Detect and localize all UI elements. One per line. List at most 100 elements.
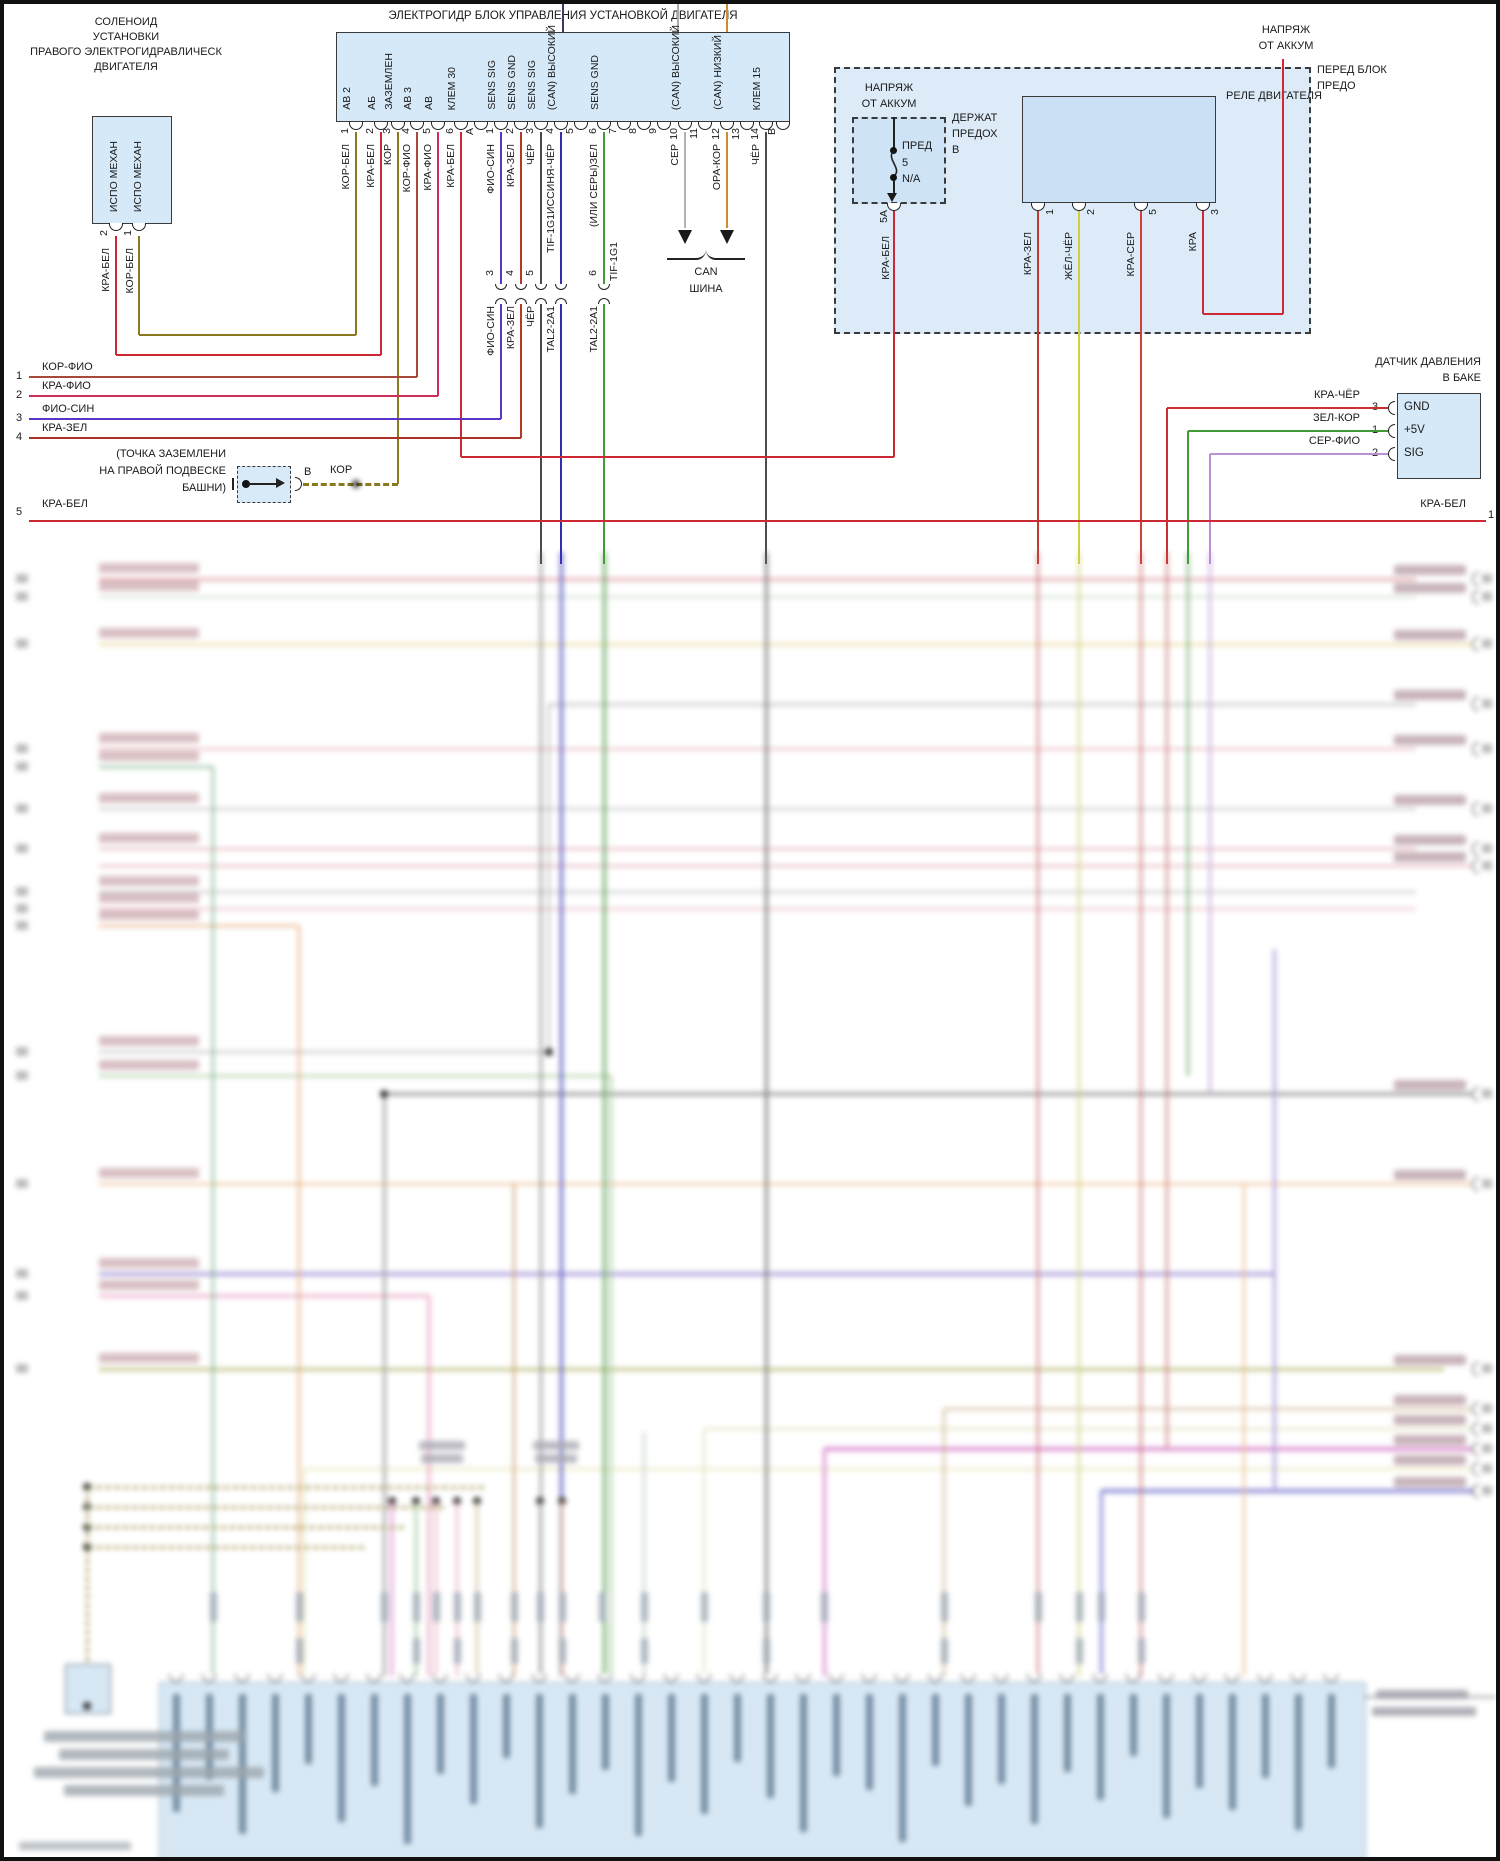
blurred-number bbox=[16, 1269, 28, 1278]
wire-vertical bbox=[459, 132, 463, 457]
sensor-pin-icon bbox=[1388, 447, 1395, 461]
wire-vertical bbox=[379, 132, 383, 355]
blurred-vertical-text bbox=[965, 1694, 972, 1806]
band-pin-icon bbox=[235, 1674, 249, 1682]
blurred-text bbox=[1394, 1415, 1466, 1425]
blurred-text bbox=[941, 1592, 948, 1622]
blurred-number bbox=[16, 1364, 28, 1373]
wire-vertical bbox=[609, 1076, 613, 1676]
can-brace-icon bbox=[706, 250, 745, 260]
battery-voltage-label: ОТ АККУМ bbox=[1258, 40, 1314, 52]
blurred-vertical-text bbox=[1130, 1694, 1137, 1756]
blurred-wire bbox=[87, 1505, 444, 1509]
wire-horizontal bbox=[99, 891, 1416, 893]
wire-label: КОР-ФИО bbox=[42, 361, 93, 373]
band-pin-icon bbox=[730, 1674, 744, 1682]
band-pin-icon bbox=[433, 1674, 447, 1682]
blurred-text bbox=[99, 1060, 199, 1070]
blurred-text bbox=[454, 1638, 461, 1664]
wire-vertical bbox=[1077, 211, 1081, 564]
blurred-pin-icon bbox=[1472, 1362, 1479, 1376]
wire-horizontal bbox=[116, 353, 381, 357]
blurred-text bbox=[99, 833, 199, 843]
blurred-number bbox=[1482, 1364, 1492, 1373]
wire-horizontal bbox=[99, 908, 1416, 910]
blurred-number bbox=[1482, 639, 1492, 648]
blurred-text bbox=[1394, 1080, 1466, 1090]
blurred-text bbox=[1394, 735, 1466, 745]
wire-vertical bbox=[436, 132, 440, 396]
wire-vertical bbox=[1165, 552, 1169, 1449]
main-kra-bel-wire bbox=[29, 519, 1486, 523]
blurred-vertical-text bbox=[404, 1694, 411, 1844]
wire-vertical bbox=[1281, 59, 1285, 314]
wire-vertical bbox=[354, 132, 358, 335]
blurred-vertical-text bbox=[767, 1694, 774, 1798]
wire-horizontal bbox=[549, 702, 1416, 706]
blurred-pin-icon bbox=[1472, 842, 1479, 856]
band-pin-icon bbox=[400, 1674, 414, 1682]
wire-horizontal bbox=[99, 595, 1416, 599]
fuse-amp: 5 bbox=[902, 157, 909, 169]
fuse-lead bbox=[893, 180, 895, 194]
band-pin-icon bbox=[565, 1674, 579, 1682]
junction-dot-icon bbox=[380, 1090, 388, 1098]
band-pin-icon bbox=[763, 1674, 777, 1682]
blurred-number bbox=[1482, 1464, 1492, 1473]
blurred-text bbox=[533, 1441, 579, 1450]
blurred-number bbox=[1482, 1179, 1492, 1188]
fuse-arrow-icon bbox=[887, 193, 897, 202]
blurred-vertical-text bbox=[800, 1694, 807, 1832]
wire-horizontal bbox=[99, 1294, 429, 1298]
wire-horizontal bbox=[99, 1182, 1472, 1186]
band-pin-icon bbox=[1060, 1674, 1074, 1682]
wire-vertical bbox=[702, 1429, 706, 1676]
blurred-number bbox=[16, 904, 28, 913]
blurred-text bbox=[64, 1785, 224, 1796]
blurred-vertical-text bbox=[668, 1694, 675, 1782]
blurred-pin-icon bbox=[1472, 742, 1479, 756]
blurred-text bbox=[99, 751, 199, 761]
solenoid-title-line: УСТАНОВКИ bbox=[92, 31, 160, 43]
sensor-signal-label: GND bbox=[1404, 401, 1430, 413]
band-pin-icon bbox=[1126, 1674, 1140, 1682]
wire-vertical bbox=[519, 132, 523, 290]
blurred-vertical-text bbox=[1229, 1694, 1236, 1810]
blurred-text bbox=[99, 733, 199, 743]
sensor-wire-label: КРА-ЧЁР bbox=[1313, 389, 1360, 401]
fuse-na: N/A bbox=[902, 173, 921, 185]
blurred-text bbox=[419, 1441, 465, 1450]
wire-horizontal bbox=[944, 1407, 1472, 1411]
band-pin-icon bbox=[1258, 1674, 1272, 1682]
solenoid-title-line: ПРАВОГО ЭЛЕКТРОГИДРАВЛИЧЕСК bbox=[30, 46, 222, 58]
wire-vertical bbox=[1099, 1491, 1103, 1676]
band-pin-icon bbox=[697, 1674, 711, 1682]
tank-sensor-title: В БАКЕ bbox=[1442, 372, 1481, 384]
wire-label: КРА-ЗЕЛ bbox=[42, 422, 88, 434]
wire-vertical bbox=[602, 132, 606, 290]
can-bus-label: CAN bbox=[694, 266, 718, 278]
sensor-pin-icon bbox=[1388, 401, 1395, 415]
wire-horizontal bbox=[29, 436, 521, 440]
can-stub bbox=[677, 4, 679, 32]
blurred-text bbox=[99, 1168, 199, 1178]
wire-vertical bbox=[414, 1501, 418, 1676]
fuse-name: ПРЕД bbox=[902, 140, 933, 152]
blurred-number bbox=[1482, 574, 1492, 583]
ground-arrowhead-icon bbox=[276, 478, 285, 488]
can-stub bbox=[726, 4, 728, 32]
wire-vertical bbox=[1208, 454, 1212, 564]
blurred-vertical-text bbox=[569, 1694, 576, 1794]
wire-vertical bbox=[725, 132, 729, 228]
wire-vertical bbox=[390, 1501, 394, 1676]
wire-vertical bbox=[1139, 552, 1143, 1676]
blurred-text bbox=[1376, 1690, 1468, 1699]
blurred-number bbox=[16, 639, 28, 648]
wire-vertical bbox=[559, 132, 563, 290]
junction-dot-icon bbox=[83, 1702, 91, 1710]
blurred-number bbox=[1482, 1089, 1492, 1098]
tank-sensor-box bbox=[1397, 393, 1481, 479]
wire-vertical bbox=[1208, 552, 1212, 1094]
wire-vertical bbox=[539, 552, 543, 1676]
blurred-vertical-text bbox=[1328, 1694, 1335, 1768]
